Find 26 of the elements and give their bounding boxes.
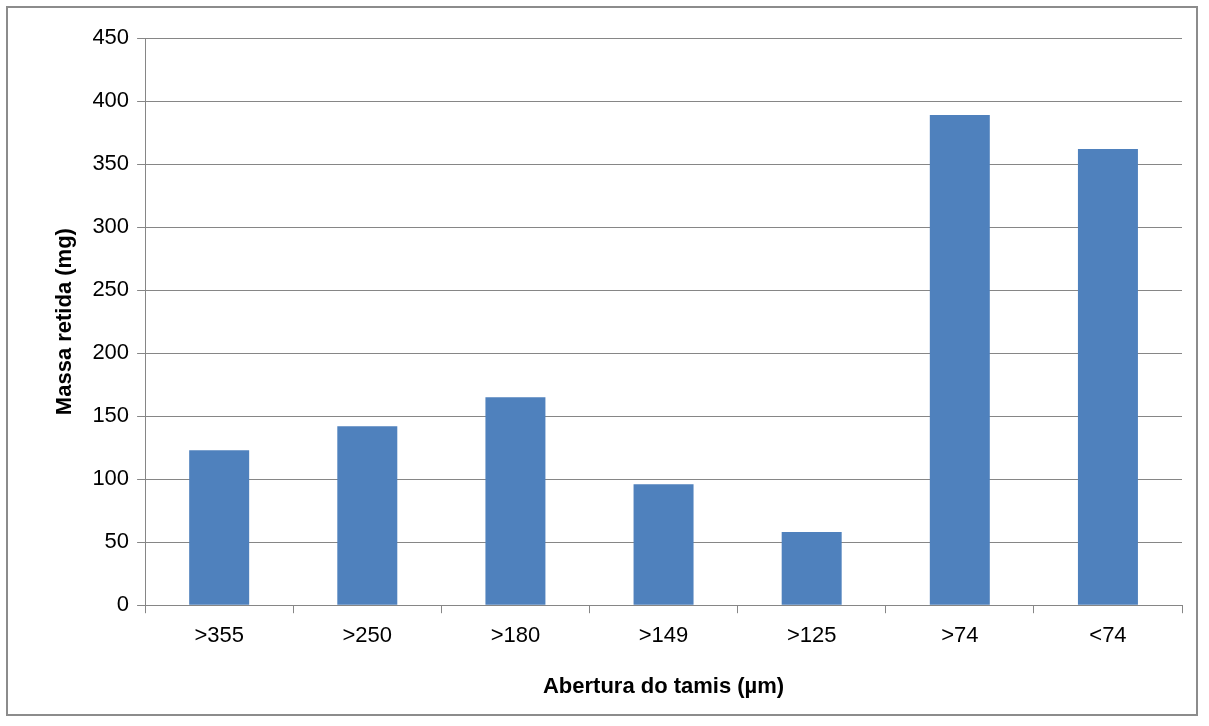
x-tick-label: >180 [490, 622, 541, 648]
x-axis-title: Abertura do tamis (µm) [542, 672, 785, 698]
y-tick-label: 400 [92, 87, 130, 113]
y-tick-label: 300 [92, 213, 130, 239]
bar [633, 484, 694, 605]
bar [781, 532, 842, 605]
x-tick-label: >250 [342, 622, 393, 648]
x-tick-label: >125 [786, 622, 837, 648]
bar [1077, 148, 1138, 605]
x-tick-label: >355 [194, 622, 244, 648]
bar [189, 450, 250, 605]
y-tick-label: 350 [92, 150, 130, 176]
y-tick-label: 450 [92, 24, 130, 50]
x-tick-label: <74 [1089, 622, 1127, 648]
y-tick-label: 100 [92, 465, 130, 491]
y-tick-label: 0 [116, 591, 130, 617]
y-tick-label: 200 [92, 339, 130, 365]
x-tick-label: >74 [941, 622, 979, 648]
y-axis-title: Massa retida (mg) [51, 228, 77, 416]
bar [485, 397, 546, 605]
bar [337, 426, 398, 605]
x-tick-label: >149 [638, 622, 689, 648]
y-tick-label: 250 [92, 276, 130, 302]
bar [929, 114, 990, 605]
y-tick-label: 150 [92, 402, 130, 428]
y-tick-label: 50 [104, 528, 130, 554]
